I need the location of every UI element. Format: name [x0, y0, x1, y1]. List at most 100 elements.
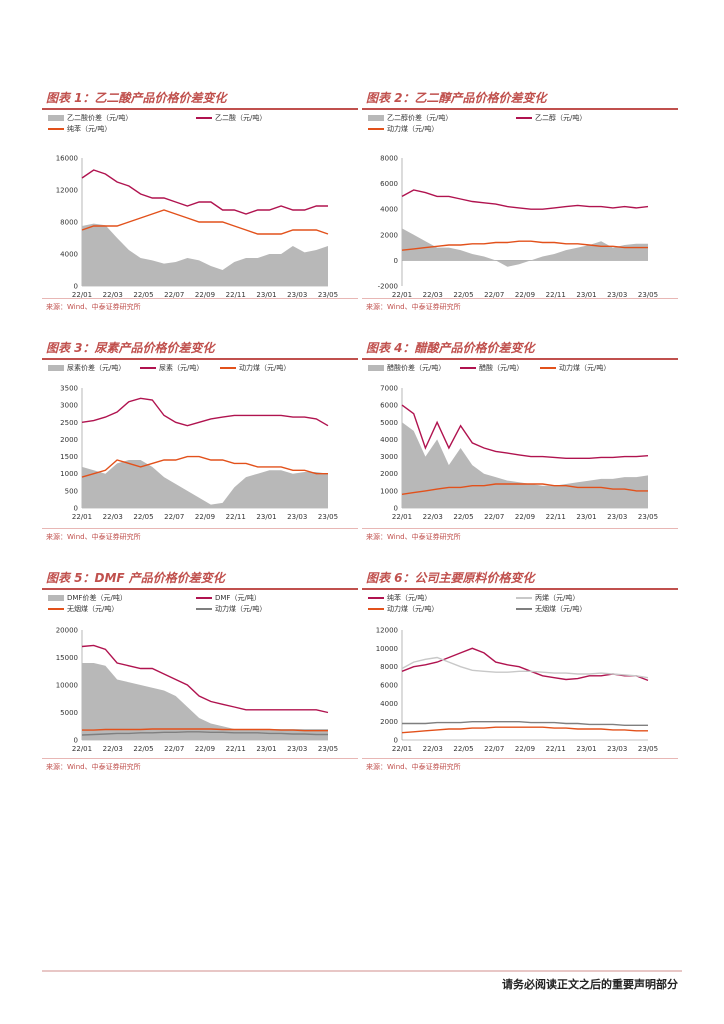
legend-label: DMF价差（元/吨） [67, 594, 127, 602]
legend-item: 乙二醇价差（元/吨） [368, 114, 452, 123]
series-line [81, 169, 328, 215]
x-tick-label: 22/01 [392, 513, 412, 521]
y-tick-label: 6000 [380, 682, 398, 690]
series-line [401, 647, 649, 682]
chart-plot: -2000 0 2000 4000 6000 8000 22/01 22/03 22/05 22/… [378, 155, 658, 300]
x-tick-label: 22/09 [515, 291, 535, 299]
y-tick-label: 1000 [60, 470, 78, 478]
series-line [401, 189, 649, 210]
x-tick-label: 23/03 [607, 745, 627, 753]
y-tick-label: -2000 [378, 283, 398, 291]
series-line [81, 397, 329, 427]
legend-swatch [368, 115, 384, 121]
chart-panel-3: 图表 3：尿素产品价格价差变化 尿素价差（元/吨） 尿素（元/吨） 动力煤（元/吨） 0… [42, 338, 358, 570]
x-tick-label: 23/03 [607, 291, 627, 299]
legend-label: 纯苯（元/吨） [387, 594, 432, 602]
legend-label: 无烟煤（元/吨） [67, 605, 119, 613]
chart-plot: 0 4000 8000 12000 16000 22/01 22/03 22/05 22/07 2… [56, 155, 338, 300]
y-tick-label: 20000 [56, 627, 78, 635]
chart-panel-4: 图表 4：醋酸产品价格价差变化 醋酸价差（元/吨） 醋酸（元/吨） 动力煤（元/吨） 0… [362, 338, 678, 570]
x-tick-label: 23/05 [638, 291, 658, 299]
legend-item: DMF价差（元/吨） [48, 594, 127, 603]
y-tick-label: 4000 [380, 206, 398, 214]
y-tick-label: 6000 [380, 402, 398, 410]
legend-item: 乙二酸价差（元/吨） [48, 114, 132, 123]
x-tick-label: 22/01 [72, 291, 92, 299]
source-note: 来源：Wind、中泰证券研究所 [46, 763, 141, 771]
legend-item: 动力煤（元/吨） [368, 125, 438, 134]
x-tick-label: 23/01 [576, 745, 596, 753]
y-tick-label: 2000 [380, 470, 398, 478]
x-tick-label: 23/03 [287, 745, 307, 753]
legend-label: 乙二酸价差（元/吨） [67, 114, 133, 122]
source-divider [362, 528, 678, 529]
source-note: 来源：Wind、中泰证券研究所 [46, 533, 141, 541]
y-tick-label: 12000 [56, 187, 78, 195]
x-tick-label: 23/01 [256, 291, 276, 299]
series-line [81, 209, 329, 235]
series-line [401, 240, 648, 251]
chart-title: 图表 5：DMF 产品价格价差变化 [46, 571, 225, 585]
footer-divider [42, 970, 682, 972]
source-divider [362, 298, 678, 299]
legend-label: 乙二醇（元/吨） [535, 114, 587, 122]
legend-label: 乙二醇价差（元/吨） [387, 114, 453, 122]
y-tick-label: 1000 [380, 487, 398, 495]
y-tick-label: 3000 [60, 402, 78, 410]
y-tick-label: 15000 [56, 654, 78, 662]
legend-item: 乙二醇（元/吨） [516, 114, 586, 123]
source-divider [42, 298, 358, 299]
y-tick-label: 4000 [380, 700, 398, 708]
x-tick-label: 22/09 [195, 745, 215, 753]
legend-item: 无烟煤（元/吨） [48, 605, 118, 614]
series-area [402, 228, 648, 267]
series-line [81, 731, 328, 736]
x-tick-label: 23/01 [576, 513, 596, 521]
y-tick-label: 4000 [60, 251, 78, 259]
series-line [401, 726, 648, 734]
legend-swatch [516, 117, 532, 119]
legend-swatch [368, 365, 384, 371]
legend-swatch [48, 128, 64, 130]
x-tick-label: 22/01 [392, 745, 412, 753]
chart-panel-1: 图表 1：乙二酸产品价格价差变化 乙二酸价差（元/吨） 乙二酸（元/吨） 纯苯（元/吨… [42, 88, 358, 320]
x-tick-label: 23/05 [638, 513, 658, 521]
legend-item: DMF（元/吨） [196, 594, 261, 603]
legend-label: 动力煤（元/吨） [215, 605, 267, 613]
chart-title-bar: 图表 3：尿素产品价格价差变化 [42, 338, 358, 360]
y-tick-label: 8000 [60, 219, 78, 227]
x-tick-label: 22/03 [103, 291, 123, 299]
x-tick-label: 22/07 [164, 745, 184, 753]
y-tick-label: 10000 [376, 645, 398, 653]
legend-label: 尿素（元/吨） [159, 364, 204, 372]
legend-swatch [460, 367, 476, 369]
x-tick-label: 22/07 [484, 291, 504, 299]
chart-plot: 0 5000 10000 15000 20000 22/01 22/03 22/05 22/07… [56, 627, 338, 754]
x-tick-label: 22/05 [133, 513, 153, 521]
legend-item: 动力煤（元/吨） [540, 364, 610, 373]
series-line [81, 455, 328, 478]
series-area [82, 223, 328, 286]
legend-swatch [540, 367, 556, 369]
x-tick-label: 23/03 [287, 291, 307, 299]
source-note: 来源：Wind、中泰证券研究所 [366, 303, 461, 311]
x-tick-label: 22/07 [164, 291, 184, 299]
legend-item: 尿素（元/吨） [140, 364, 203, 373]
legend-swatch [368, 128, 384, 130]
chart-title: 图表 2：乙二醇产品价格价差变化 [366, 91, 547, 105]
x-tick-label: 22/09 [195, 291, 215, 299]
legend-swatch [368, 597, 384, 599]
y-tick-label: 0 [394, 257, 398, 265]
legend-label: 动力煤（元/吨） [387, 125, 439, 133]
x-tick-label: 22/07 [164, 513, 184, 521]
series-line [81, 644, 329, 714]
x-tick-label: 23/05 [638, 745, 658, 753]
legend-item: 动力煤（元/吨） [368, 605, 438, 614]
y-tick-label: 2000 [380, 718, 398, 726]
legend-label: 丙烯（元/吨） [535, 594, 580, 602]
source-note: 来源：Wind、中泰证券研究所 [46, 303, 141, 311]
series-line [402, 720, 648, 727]
x-tick-label: 22/03 [103, 745, 123, 753]
x-tick-label: 22/05 [453, 291, 473, 299]
series-line [82, 728, 328, 732]
